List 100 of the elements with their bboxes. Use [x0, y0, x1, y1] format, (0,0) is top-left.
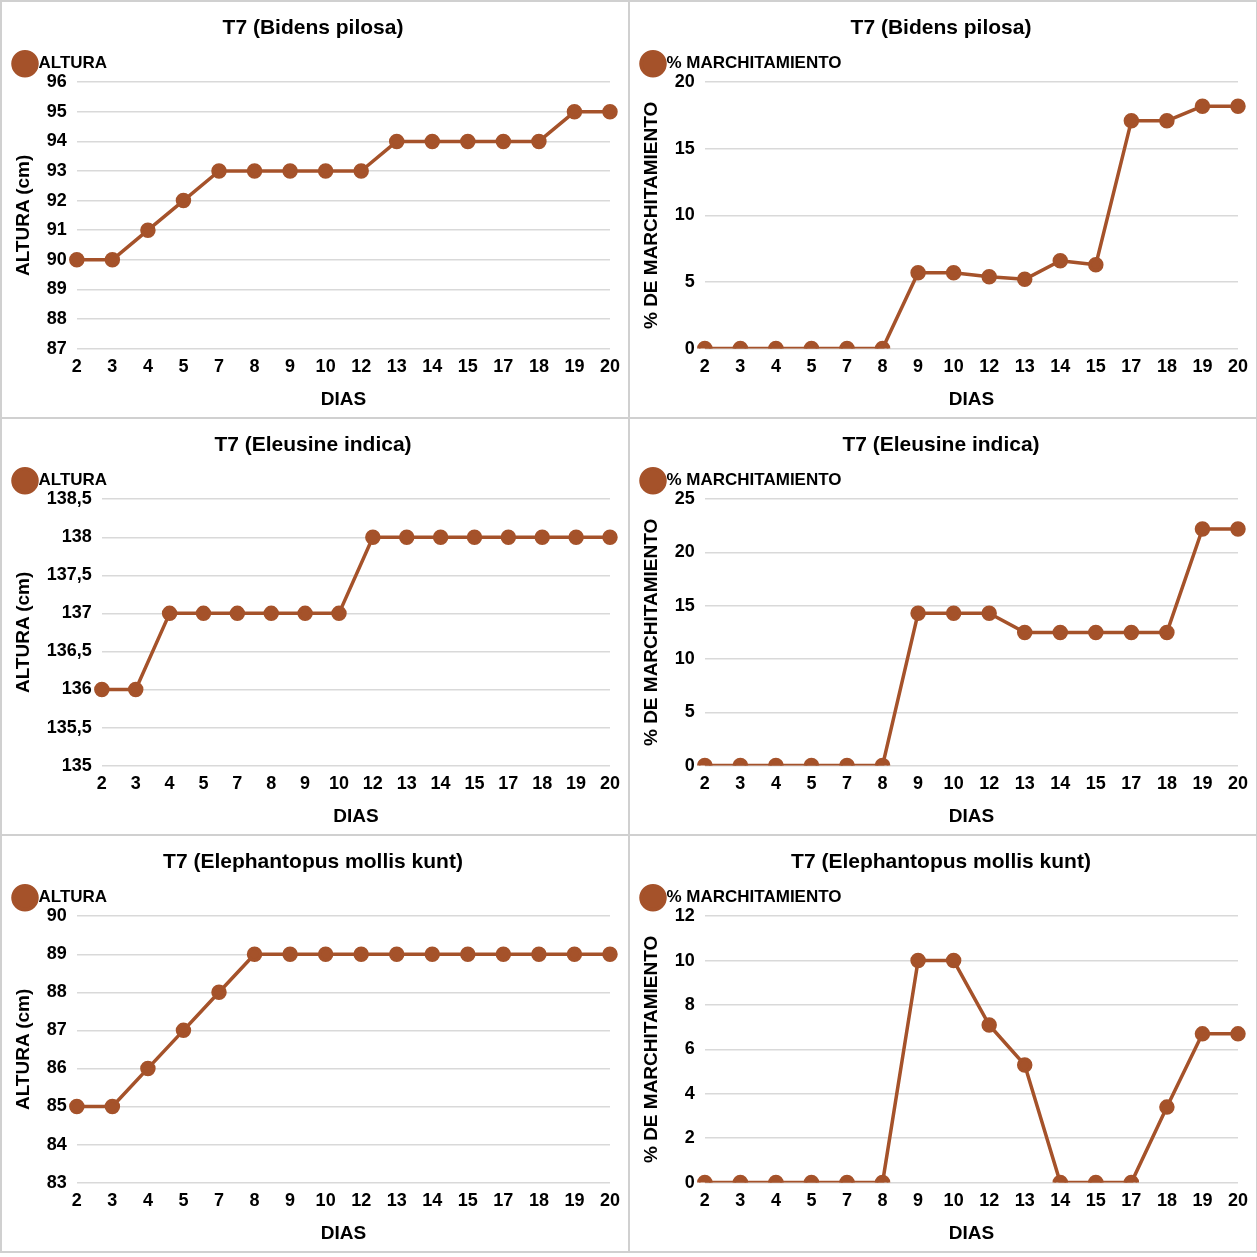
y-tick-label: 86 — [46, 1057, 67, 1078]
x-tick-label: 4 — [770, 1190, 781, 1211]
x-tick-label: 20 — [1227, 773, 1248, 794]
x-tick-label: 13 — [386, 356, 407, 377]
x-tick-label: 8 — [877, 356, 888, 377]
y-axis-title: % DE MARCHITAMIENTO — [639, 518, 661, 747]
y-axis-title: ALTURA (cm) — [11, 988, 33, 1111]
x-tick-label: 3 — [735, 356, 746, 377]
y-tick-label: 96 — [46, 71, 67, 92]
y-tick-label: 93 — [46, 159, 67, 180]
y-tick-label: 95 — [46, 100, 67, 121]
x-tick-label: 8 — [877, 773, 888, 794]
x-tick-label: 17 — [1121, 356, 1142, 377]
x-axis-title: DIAS — [320, 1221, 367, 1243]
x-tick-label: 8 — [249, 1190, 260, 1211]
x-tick-label: 18 — [532, 773, 553, 794]
x-tick-label: 8 — [266, 773, 277, 794]
x-tick-label: 9 — [285, 356, 296, 377]
x-tick-label: 2 — [699, 773, 710, 794]
y-tick-label: 88 — [46, 981, 67, 1002]
x-axis-title: DIAS — [333, 804, 379, 826]
chart-title: T7 (Eleusine indica) — [214, 432, 412, 456]
y-tick-label: 5 — [684, 270, 695, 291]
x-tick-label: 17 — [493, 1190, 514, 1211]
x-tick-label: 10 — [315, 1190, 336, 1211]
x-tick-label: 14 — [1050, 773, 1071, 794]
x-tick-label: 9 — [285, 1190, 296, 1211]
x-tick-label: 10 — [943, 356, 964, 377]
x-tick-label: 14 — [422, 356, 443, 377]
x-axis-title: DIAS — [948, 387, 995, 409]
legend-label: ALTURA — [38, 470, 108, 490]
x-tick-label: 13 — [386, 1190, 407, 1211]
x-tick-label: 3 — [107, 1190, 118, 1211]
x-tick-label: 13 — [396, 773, 417, 794]
y-tick-label: 83 — [46, 1171, 67, 1192]
y-tick-label: 6 — [684, 1038, 695, 1059]
x-tick-label: 9 — [913, 356, 924, 377]
x-tick-label: 9 — [300, 773, 311, 794]
y-tick-label: 135,5 — [46, 716, 92, 737]
x-tick-label: 18 — [528, 356, 549, 377]
x-tick-label: 17 — [1121, 773, 1142, 794]
x-tick-label: 8 — [877, 1190, 888, 1211]
x-tick-label: 4 — [164, 773, 175, 794]
x-tick-label: 18 — [528, 1190, 549, 1211]
y-tick-label: 88 — [46, 307, 67, 328]
x-tick-label: 19 — [566, 773, 587, 794]
x-tick-label: 7 — [841, 1190, 853, 1211]
x-tick-label: 9 — [913, 773, 924, 794]
y-tick-label: 15 — [674, 594, 695, 615]
y-tick-label: 2 — [684, 1127, 695, 1148]
y-axis-title: ALTURA (cm) — [11, 571, 33, 694]
y-tick-label: 12 — [674, 905, 695, 926]
legend-label: ALTURA — [38, 53, 108, 73]
y-tick-label: 10 — [674, 949, 695, 970]
x-tick-label: 14 — [1050, 356, 1071, 377]
x-tick-label: 15 — [457, 1190, 478, 1211]
x-tick-label: 13 — [1014, 1190, 1035, 1211]
x-tick-label: 10 — [315, 356, 336, 377]
y-tick-label: 137,5 — [46, 564, 92, 585]
legend-label: % MARCHITAMIENTO — [666, 53, 842, 73]
y-tick-label: 4 — [684, 1082, 695, 1103]
x-tick-label: 3 — [130, 773, 141, 794]
y-tick-label: 90 — [46, 248, 67, 269]
x-tick-label: 18 — [1156, 773, 1177, 794]
y-tick-label: 135 — [61, 754, 92, 775]
y-tick-label: 10 — [674, 204, 695, 225]
x-tick-label: 5 — [806, 1190, 817, 1211]
x-tick-label: 15 — [457, 356, 478, 377]
y-tick-label: 89 — [46, 943, 67, 964]
x-tick-label: 15 — [1085, 356, 1106, 377]
y-tick-label: 20 — [674, 541, 695, 562]
y-tick-label: 136,5 — [46, 640, 92, 661]
y-tick-label: 20 — [674, 71, 695, 92]
y-tick-label: 25 — [674, 488, 695, 509]
chart-title: T7 (Elephantopus mollis kunt) — [163, 849, 463, 873]
x-tick-label: 3 — [735, 773, 746, 794]
x-tick-label: 20 — [1227, 1190, 1248, 1211]
x-tick-label: 5 — [178, 356, 189, 377]
x-tick-label: 13 — [1014, 773, 1035, 794]
x-tick-label: 10 — [943, 773, 964, 794]
legend-label: % MARCHITAMIENTO — [666, 470, 842, 490]
x-tick-label: 7 — [213, 1190, 225, 1211]
y-axis-title: % DE MARCHITAMIENTO — [639, 101, 661, 330]
x-tick-label: 14 — [422, 1190, 443, 1211]
y-tick-label: 90 — [46, 905, 67, 926]
x-tick-label: 5 — [806, 356, 817, 377]
x-tick-label: 20 — [599, 356, 620, 377]
x-tick-label: 2 — [699, 1190, 710, 1211]
x-tick-label: 12 — [351, 356, 372, 377]
x-tick-label: 3 — [107, 356, 118, 377]
x-tick-label: 15 — [1085, 773, 1106, 794]
y-tick-label: 0 — [684, 1171, 695, 1192]
y-tick-label: 87 — [46, 1019, 67, 1040]
x-tick-label: 14 — [430, 773, 451, 794]
x-tick-label: 4 — [770, 356, 781, 377]
y-tick-label: 91 — [46, 219, 67, 240]
x-tick-label: 2 — [96, 773, 107, 794]
x-tick-label: 20 — [599, 1190, 620, 1211]
y-tick-label: 137 — [61, 602, 92, 623]
x-tick-label: 8 — [249, 356, 260, 377]
